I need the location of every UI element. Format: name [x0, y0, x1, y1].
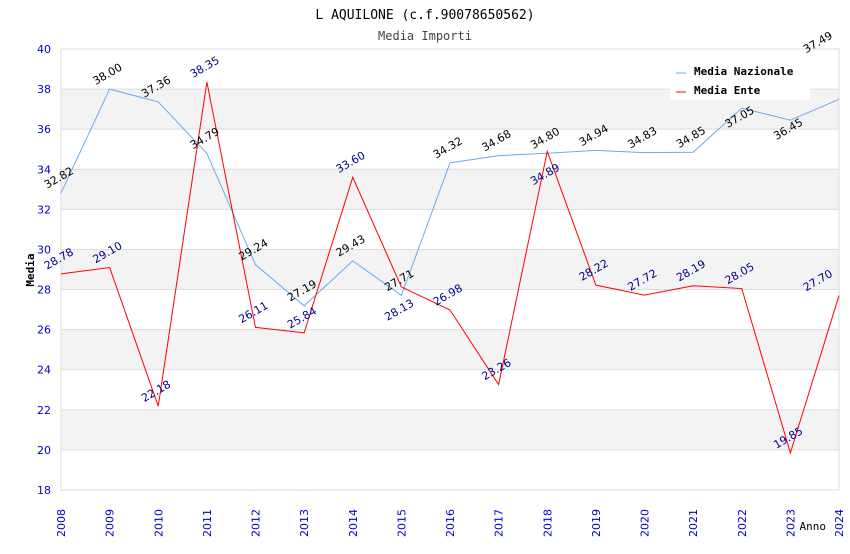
- legend-label-ente: Media Ente: [694, 84, 761, 97]
- grid-band: [61, 449, 839, 490]
- chart-subtitle: Media Importi: [378, 29, 472, 43]
- x-tick-label: 2019: [590, 509, 603, 537]
- x-tick-label: 2017: [493, 509, 506, 537]
- x-tick-label: 2014: [347, 509, 360, 537]
- grid-band: [61, 329, 839, 370]
- x-tick-label: 2008: [55, 509, 68, 537]
- x-tick-label: 2011: [201, 509, 214, 537]
- y-tick-label: 18: [37, 484, 51, 497]
- x-tick-label: 2024: [833, 509, 846, 537]
- x-tick-label: 2016: [444, 509, 457, 537]
- y-tick-label: 32: [37, 203, 51, 216]
- grid-band: [61, 409, 839, 450]
- grid-band: [61, 169, 839, 210]
- x-tick-label: 2010: [152, 509, 165, 537]
- x-tick-label: 2012: [250, 509, 263, 537]
- x-tick-label: 2009: [104, 509, 117, 537]
- x-tick-label: 2013: [298, 509, 311, 537]
- x-tick-label: 2015: [395, 509, 408, 537]
- grid-band: [61, 209, 839, 250]
- x-tick-label: 2023: [784, 509, 797, 537]
- x-tick-label: 2020: [639, 509, 652, 537]
- y-tick-label: 34: [37, 163, 51, 176]
- y-tick-label: 38: [37, 83, 51, 96]
- chart-title: L AQUILONE (c.f.90078650562): [315, 8, 534, 23]
- legend-box: [670, 58, 810, 100]
- x-tick-label: 2018: [541, 509, 554, 537]
- x-axis-label: Anno: [800, 520, 827, 533]
- grid-band: [61, 249, 839, 290]
- y-tick-label: 36: [37, 123, 51, 136]
- y-tick-label: 20: [37, 444, 51, 457]
- y-tick-label: 22: [37, 404, 51, 417]
- y-tick-label: 24: [37, 364, 51, 377]
- legend: Media Nazionale Media Ente: [670, 58, 810, 100]
- y-tick-label: 28: [37, 284, 51, 297]
- x-tick-label: 2021: [687, 509, 700, 537]
- legend-label-nazionale: Media Nazionale: [694, 65, 794, 78]
- y-tick-label: 40: [37, 43, 51, 56]
- y-tick-label: 30: [37, 243, 51, 256]
- grid-band: [61, 369, 839, 410]
- y-tick-label: 26: [37, 324, 51, 337]
- x-tick-label: 2022: [736, 509, 749, 537]
- series-line-0: [60, 88, 840, 307]
- y-axis-label: Media: [24, 253, 37, 286]
- plot-border: [60, 48, 840, 491]
- series-line-1: [60, 81, 840, 455]
